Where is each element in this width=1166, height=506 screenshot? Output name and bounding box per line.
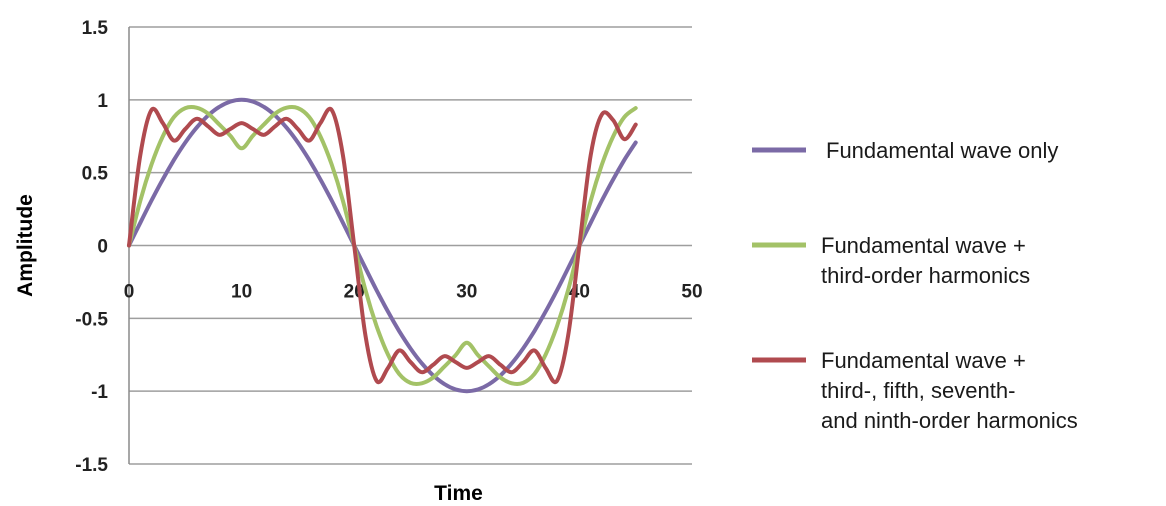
y-tick-label: 1.5 bbox=[82, 18, 109, 39]
series-fundamental-line bbox=[127, 97, 638, 394]
y-tick-label: -1.5 bbox=[75, 455, 108, 476]
legend-label: third-order harmonics bbox=[821, 263, 1030, 288]
legend-label: and ninth-order harmonics bbox=[821, 408, 1078, 433]
y-axis-title: Amplitude bbox=[14, 194, 37, 297]
x-tick-label: 0 bbox=[124, 282, 135, 303]
x-tick-labels: 0 10 20 30 40 50 bbox=[124, 282, 703, 303]
series-ninth-harmonic-line bbox=[127, 106, 638, 385]
gridlines bbox=[129, 26, 692, 465]
y-tick-label: 1 bbox=[97, 91, 108, 112]
y-tick-label: -0.5 bbox=[75, 309, 108, 330]
series-third-harmonic-line bbox=[127, 105, 638, 386]
legend: Fundamental wave only Fundamental wave + t… bbox=[752, 138, 1078, 433]
legend-label: third-, fifth, seventh- bbox=[821, 378, 1015, 403]
legend-label: Fundamental wave + bbox=[821, 348, 1026, 373]
x-tick-label: 30 bbox=[456, 282, 477, 303]
y-tick-label: 0.5 bbox=[82, 164, 109, 185]
x-axis-title: Time bbox=[434, 482, 483, 505]
legend-label: Fundamental wave + bbox=[821, 233, 1026, 258]
y-tick-label: -1 bbox=[91, 382, 108, 403]
y-tick-label: 0 bbox=[97, 237, 108, 258]
series-lines bbox=[127, 97, 638, 394]
y-tick-labels: 1.5 1 0.5 0 -0.5 -1 -1.5 bbox=[75, 18, 108, 476]
x-tick-label: 50 bbox=[681, 282, 702, 303]
legend-label: Fundamental wave only bbox=[826, 138, 1058, 163]
x-tick-label: 10 bbox=[231, 282, 252, 303]
